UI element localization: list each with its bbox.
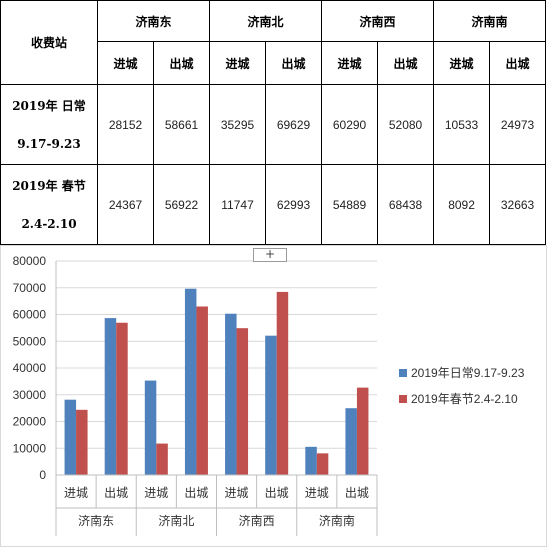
table-cell: 69629 <box>265 84 323 165</box>
y-tick-label: 80000 <box>13 254 47 268</box>
row-label-line1: 2019年 日常 <box>12 98 86 113</box>
add-chart-element-button[interactable]: + <box>253 248 287 262</box>
x-tick-label: 进城 <box>144 486 168 500</box>
x-tick-label: 进城 <box>305 486 329 500</box>
bar <box>225 313 237 475</box>
table-cell: 8092 <box>433 164 491 245</box>
y-tick-label: 20000 <box>13 415 47 429</box>
row-label-line2: 2.4-2.10 <box>21 216 77 231</box>
table-cell: 56922 <box>152 164 211 245</box>
data-table: 收费站 济南东 济南北 济南西 济南南 进城 出城 进城 出城 进城 出城 进城… <box>0 0 547 245</box>
station-header: 济南西 <box>321 0 435 42</box>
bar <box>196 306 208 475</box>
y-tick-label: 50000 <box>13 334 47 348</box>
legend-label: 2019年日常9.17-9.23 <box>411 366 525 380</box>
direction-header: 出城 <box>265 41 323 85</box>
bar <box>156 443 168 475</box>
y-tick-label: 40000 <box>13 361 47 375</box>
table-cell: 60290 <box>321 84 379 165</box>
bar <box>305 446 317 475</box>
y-tick-label: 70000 <box>13 281 47 295</box>
row-label-line2: 9.17-9.23 <box>17 136 81 151</box>
direction-header: 出城 <box>152 41 211 85</box>
direction-header: 出城 <box>377 41 435 85</box>
y-tick-label: 0 <box>39 468 46 482</box>
table-cell: 10533 <box>433 84 491 165</box>
station-header: 济南北 <box>209 0 323 42</box>
table-cell: 35295 <box>209 84 267 165</box>
bar <box>265 335 277 475</box>
x-tick-label: 进城 <box>64 486 88 500</box>
x-tick-label: 出城 <box>184 486 208 500</box>
table-cell: 68438 <box>377 164 435 245</box>
bar <box>64 399 77 475</box>
x-tick-label: 进城 <box>225 486 249 500</box>
bar <box>76 409 88 475</box>
direction-header: 进城 <box>97 41 154 85</box>
x-group-label: 济南西 <box>239 513 275 528</box>
table-cell: 24973 <box>489 84 547 165</box>
legend-label: 2019年春节2.4-2.10 <box>411 392 518 406</box>
bar <box>316 453 329 475</box>
table-cell: 62993 <box>265 164 323 245</box>
bar <box>104 318 117 475</box>
table-cell: 54889 <box>321 164 379 245</box>
station-header: 济南东 <box>96 0 211 42</box>
bar <box>345 408 357 475</box>
table-cell: 52080 <box>377 84 435 165</box>
row-label-line1: 2019年 春节 <box>12 178 86 193</box>
bar <box>356 387 369 475</box>
x-group-label: 济南东 <box>78 513 114 528</box>
y-tick-label: 60000 <box>13 308 47 322</box>
bar <box>236 328 249 475</box>
table-cell: 58661 <box>152 84 211 165</box>
bar <box>276 291 289 475</box>
bar <box>116 322 128 475</box>
x-tick-label: 出城 <box>104 486 128 500</box>
bar <box>184 288 197 475</box>
legend-swatch <box>399 369 407 377</box>
table-cell: 32663 <box>489 164 547 245</box>
legend-swatch <box>399 395 407 403</box>
table-cell: 28152 <box>97 84 154 165</box>
bar-chart: 0 10000 20000 30000 40000 50000 60000 70000 8000… <box>13 254 525 536</box>
x-tick-label: 出城 <box>345 486 369 500</box>
y-tick-label: 10000 <box>13 441 47 455</box>
corner-label: 收费站 <box>0 0 98 85</box>
direction-header: 进城 <box>321 41 379 85</box>
table-cell: 11747 <box>209 164 267 245</box>
y-tick-label: 30000 <box>13 388 47 402</box>
x-tick-label: 出城 <box>265 486 289 500</box>
station-header: 济南南 <box>433 0 547 42</box>
x-group-label: 济南南 <box>319 513 355 528</box>
direction-header: 进城 <box>433 41 491 85</box>
row-label: 2019年 春节 2.4-2.10 <box>0 164 98 245</box>
chart-area: 0 10000 20000 30000 40000 50000 60000 70000 8000… <box>0 245 547 547</box>
direction-header: 出城 <box>489 41 547 85</box>
row-label: 2019年 日常 9.17-9.23 <box>0 84 98 165</box>
direction-header: 进城 <box>209 41 267 85</box>
x-group-label: 济南北 <box>158 513 194 528</box>
table-cell: 24367 <box>97 164 154 245</box>
bar <box>144 380 157 475</box>
